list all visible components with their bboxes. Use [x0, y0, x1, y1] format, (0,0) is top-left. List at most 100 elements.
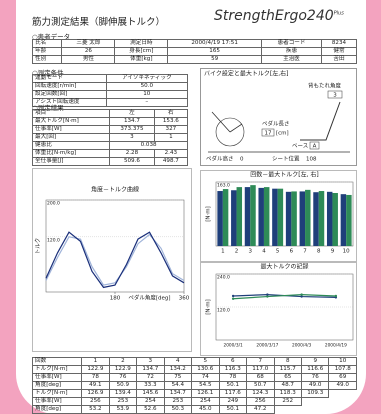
table-cell: 健患比: [31, 141, 111, 150]
table-cell: 1: [153, 133, 189, 142]
table-cell: 2.28: [109, 149, 155, 158]
table-cell: 253: [108, 397, 138, 406]
table-cell: 49.0: [300, 381, 330, 390]
label: 背もたれ角度: [308, 82, 342, 90]
section-heading: ○測定結果: [32, 104, 64, 112]
table-cell: 47.2: [246, 405, 275, 414]
table-cell: 26: [61, 47, 116, 56]
table-cell: 49.1: [81, 381, 110, 390]
table-cell: 116.6: [300, 365, 330, 374]
table-cell: 三菱 太郎: [61, 39, 116, 48]
table-cell: 身長[cm]: [114, 47, 169, 56]
frame: [200, 68, 357, 166]
table-cell: 50.1: [218, 405, 248, 414]
table-cell: 8234: [320, 39, 358, 48]
table-cell: 52.6: [136, 405, 165, 414]
table-cell: 50.3: [163, 405, 193, 414]
table-cell: 165: [167, 47, 263, 56]
label: ペダル長さ: [262, 120, 290, 128]
table-row: トルク[N·m] 126.9 139.4 145.6 134.7 126.1 117.6 12…: [32, 389, 357, 398]
table-cell: 373.375: [109, 125, 155, 134]
table-cell: 53.2: [81, 405, 110, 414]
table-cell: 1: [81, 357, 110, 366]
x-tick-label: 2000/4/19: [325, 343, 347, 349]
table-cell: 254: [136, 397, 165, 406]
x-tick-label: 360: [179, 296, 190, 302]
table-cell: 109.3: [300, 389, 330, 398]
seat-shape: [300, 101, 341, 141]
table-cell: 男性: [61, 55, 116, 64]
table-cell: 134.7: [163, 389, 193, 398]
table-row: 年齢 26 身長[cm] 165 疾患 健常: [31, 47, 358, 56]
table-cell: 体重比[N·m/kg]: [31, 149, 111, 158]
table-cell: 右: [153, 109, 189, 118]
table-cell: 134.7: [109, 117, 155, 126]
table-row: 仕事率[W] 256 253 254 253 254 249 256 252: [32, 397, 357, 406]
table-cell: –: [105, 98, 189, 107]
results-table: 項目左右最大トルク[N·m] 134.7 153.6 仕事率[W] 373.375 327…: [31, 109, 189, 166]
y-tick-label: 200.0: [47, 201, 60, 207]
y-axis-label: トルク: [35, 238, 42, 255]
crank-lines: [208, 111, 350, 153]
table-cell: 69: [328, 373, 357, 382]
bar: [231, 190, 237, 246]
chart-title: 角度－トルク曲線: [91, 186, 139, 194]
bar: [326, 191, 333, 246]
table-row: 回転速度[r/min] 50.0: [32, 82, 189, 91]
label: ペダル高さ: [206, 155, 234, 163]
table-cell: 2: [108, 357, 138, 366]
logo-text: StrengthErgo240: [214, 8, 334, 24]
table-cell: 59: [167, 55, 263, 64]
table-row: 性別 男性 体重[kg] 59 主治医 苦田: [31, 55, 358, 64]
table-cell: トルク[N·m]: [32, 365, 83, 374]
table-cell: 50.9: [108, 381, 138, 390]
value: 0: [240, 157, 244, 163]
value: A: [313, 144, 317, 150]
table: 回数 1 2 3 4 5 6 7 8 9 10 トルク[N·m] 122.9 122.9 134.7 134.…: [32, 357, 357, 414]
x-tick-label: 2: [235, 249, 239, 255]
table-cell: 53.9: [108, 405, 138, 414]
table-row: 健患比 0.038: [31, 141, 188, 150]
table-cell: 体重[kg]: [114, 55, 169, 64]
y-tick-label: 120.0: [217, 308, 230, 314]
table-row: アシスト回転速度 –: [32, 98, 189, 107]
table-cell: 苦田: [320, 55, 358, 64]
table-cell: 仕事率[W]: [32, 397, 83, 406]
table-cell: 116.3: [218, 365, 248, 374]
table-cell: 10: [105, 90, 189, 99]
table-cell: 78: [81, 373, 110, 382]
table-cell: 10: [328, 357, 357, 366]
table-row: 全仕事量[J] 509.6 498.7: [31, 157, 189, 166]
value: 17: [265, 131, 272, 137]
table-cell: 角度[deg]: [32, 381, 83, 390]
x-tick-label: 2000/3/1: [223, 343, 243, 349]
table-row: 仕事率[W] 373.375 327: [31, 125, 189, 134]
point: [266, 295, 269, 298]
bar: [222, 189, 229, 246]
table-cell: 254: [191, 397, 220, 406]
bar: [340, 194, 347, 246]
table-cell: 117.0: [246, 365, 275, 374]
table-cell: 256: [81, 397, 110, 406]
table-cell: 0.038: [109, 141, 188, 150]
table-cell: 75: [163, 373, 193, 382]
table-cell: 3: [136, 357, 165, 366]
y-tick-label: 163.0: [217, 183, 230, 189]
table-cell: 左: [109, 109, 155, 118]
conditions-table: 運動モード アイソキネティック 回転速度[r/min] 50.0 設定回数[回] 10 アシ…: [32, 74, 189, 107]
logo-suffix: Plus: [333, 10, 344, 17]
table-cell: 134.7: [136, 365, 165, 374]
table-cell: 253: [163, 397, 193, 406]
table-cell: 仕事率[W]: [32, 373, 83, 382]
table-cell: 74: [191, 373, 220, 382]
table-cell: 9: [300, 357, 330, 366]
x-tick-label: 5: [276, 249, 280, 255]
table-row: 角度[deg] 53.2 53.9 52.6 50.3 45.0 50.1 47.2: [32, 405, 357, 414]
x-tick-label: 4: [262, 249, 266, 255]
table-row: 設定回数[回] 10: [32, 90, 189, 99]
point: [300, 295, 303, 298]
table-row: 運動モード アイソキネティック: [32, 74, 189, 83]
section-heading: ○患者データ: [32, 33, 71, 41]
x-tick-label: 6: [290, 249, 294, 255]
